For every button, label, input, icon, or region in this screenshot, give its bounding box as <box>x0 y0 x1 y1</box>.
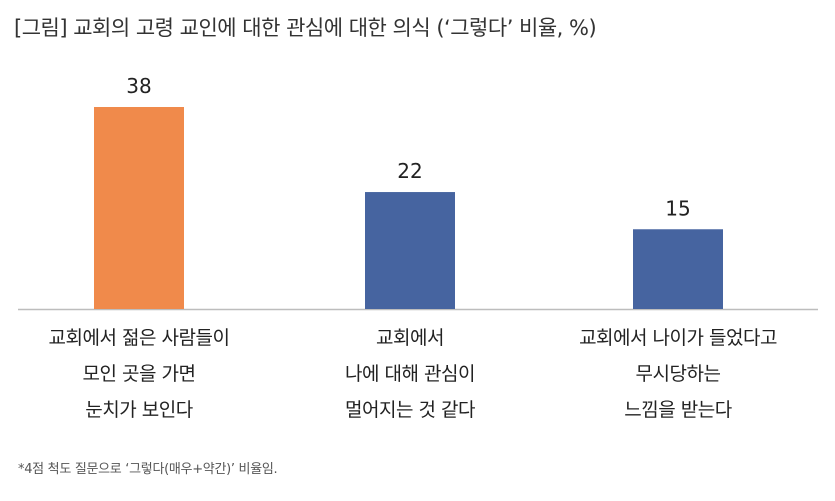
category-label: 교회에서 <box>376 327 444 349</box>
category-label: 느낌을 받는다 <box>624 399 731 421</box>
bar <box>365 192 455 309</box>
data-label: 22 <box>397 159 422 183</box>
data-label: 15 <box>665 196 690 220</box>
bar <box>94 107 184 309</box>
category-label: 모인 곳을 가면 <box>83 363 196 385</box>
bar <box>633 229 723 309</box>
footnote: *4점 척도 질문으로 ‘그렇다(매우+약간)’ 비율임. <box>18 462 278 477</box>
category-label: 눈치가 보인다 <box>85 399 192 421</box>
category-label: 무시당하는 <box>636 363 721 385</box>
category-label: 교회에서 나이가 들었다고 <box>579 327 777 349</box>
category-label: 멀어지는 것 같다 <box>345 399 475 421</box>
category-label: 나에 대해 관심이 <box>345 363 475 385</box>
chart-title: [그림] 교회의 고령 교인에 대한 관심에 대한 의식 (‘그렇다’ 비율, … <box>14 16 597 40</box>
data-label: 38 <box>126 74 151 98</box>
category-label: 교회에서 젊은 사람들이 <box>49 327 230 349</box>
